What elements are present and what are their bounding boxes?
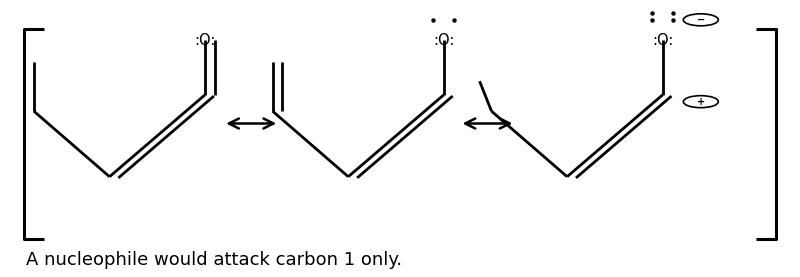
Text: A nucleophile would attack carbon 1 only.: A nucleophile would attack carbon 1 only… bbox=[26, 252, 402, 270]
Text: +: + bbox=[697, 97, 705, 107]
Text: :O:: :O: bbox=[652, 33, 674, 48]
Text: :O:: :O: bbox=[194, 33, 216, 48]
Text: :O:: :O: bbox=[433, 33, 454, 48]
Text: −: − bbox=[697, 15, 705, 25]
